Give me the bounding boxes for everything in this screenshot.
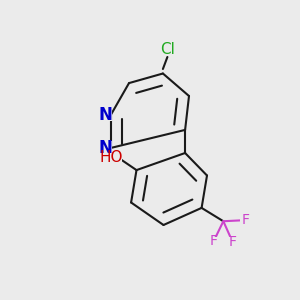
Text: N: N [99, 106, 112, 124]
Bar [240, 215, 252, 225]
Text: HO: HO [100, 150, 123, 165]
Bar [158, 44, 177, 56]
Bar [94, 141, 112, 155]
Text: F: F [209, 235, 217, 248]
Text: F: F [229, 235, 236, 249]
Bar [208, 237, 220, 246]
Bar [226, 237, 238, 247]
Bar [101, 151, 122, 163]
Text: F: F [242, 213, 250, 227]
Text: Cl: Cl [160, 42, 175, 57]
Bar [94, 108, 112, 121]
Text: N: N [99, 139, 112, 157]
